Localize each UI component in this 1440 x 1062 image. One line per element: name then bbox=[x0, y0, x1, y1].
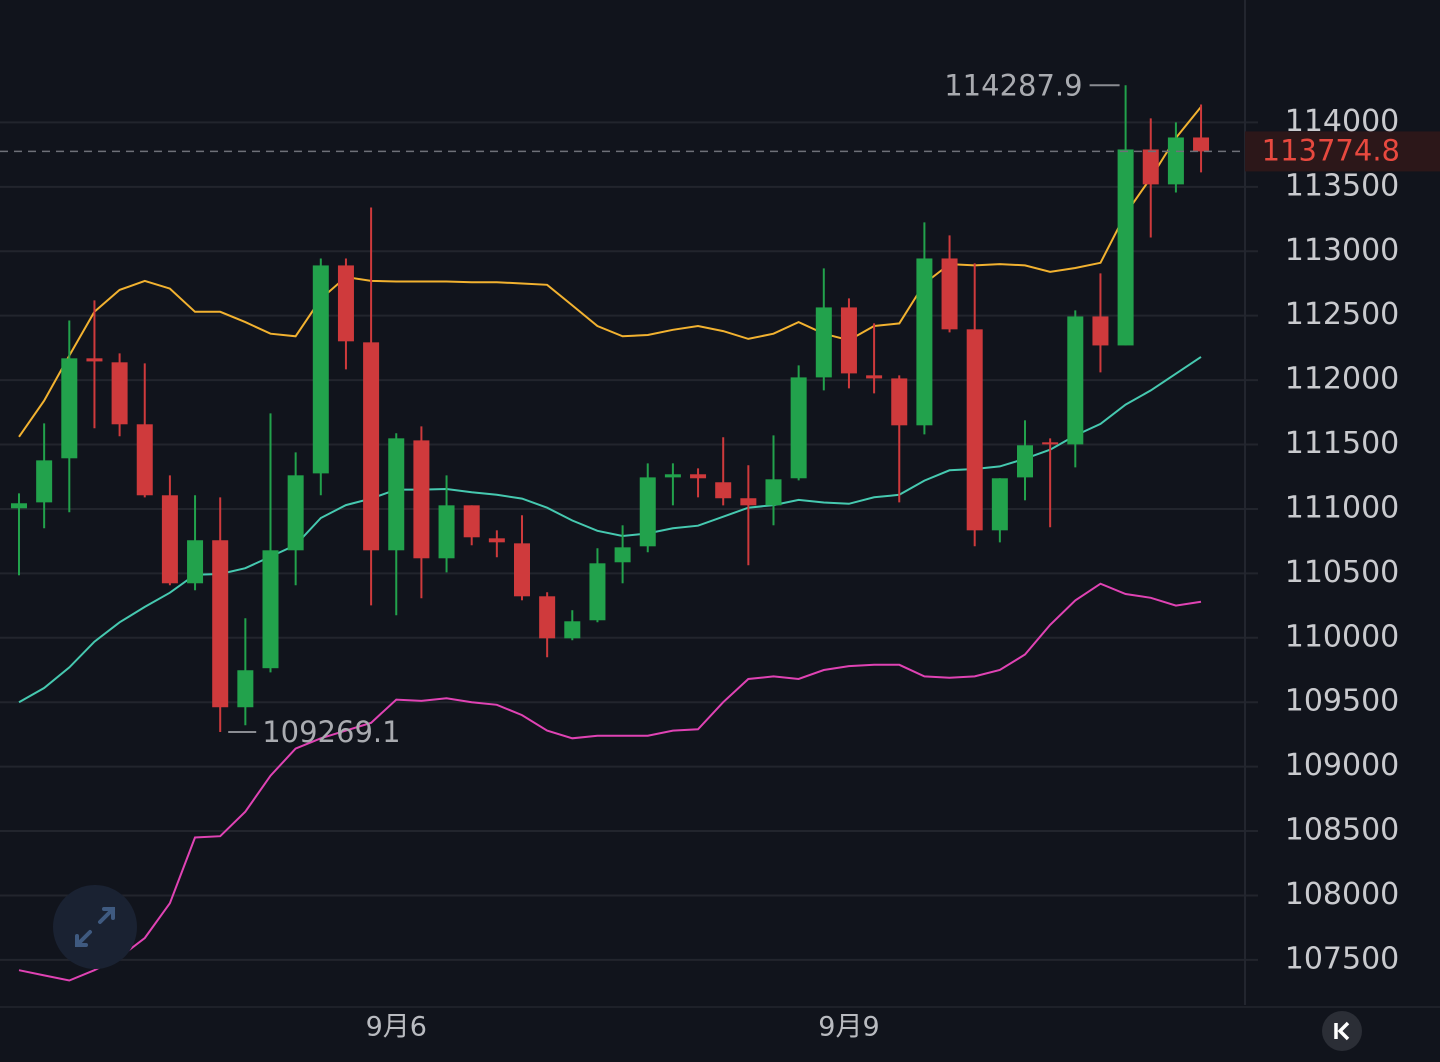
candle-body bbox=[664, 474, 681, 478]
x-tick-label: 9月9 bbox=[818, 1012, 879, 1043]
high-label: 114287.9 bbox=[944, 68, 1082, 102]
y-tick-label: 113000 bbox=[1285, 233, 1400, 268]
back-button[interactable] bbox=[1322, 1011, 1362, 1051]
y-tick-label: 110500 bbox=[1285, 555, 1400, 590]
y-tick-label: 112000 bbox=[1285, 362, 1400, 397]
candle-body bbox=[1167, 137, 1184, 185]
candle-body bbox=[61, 358, 78, 459]
candle-body bbox=[161, 495, 178, 584]
y-tick-label: 108000 bbox=[1285, 877, 1400, 912]
y-tick-label: 113500 bbox=[1285, 168, 1400, 203]
candle-body bbox=[11, 503, 27, 509]
candle-body bbox=[840, 307, 857, 374]
x-tick-label: 9月6 bbox=[366, 1012, 427, 1043]
grid bbox=[0, 121, 1258, 961]
candle-body bbox=[388, 438, 405, 551]
candle-body bbox=[790, 377, 807, 479]
y-tick-label: 108500 bbox=[1285, 813, 1400, 848]
candle-body bbox=[539, 596, 556, 639]
candle-body bbox=[488, 538, 505, 543]
candle-body bbox=[1017, 445, 1033, 478]
candle-body bbox=[690, 474, 707, 479]
expand-button[interactable] bbox=[53, 885, 137, 969]
candle-body bbox=[866, 375, 883, 379]
candle-body bbox=[1092, 316, 1109, 346]
candle-body bbox=[111, 362, 128, 425]
candle-body bbox=[36, 460, 53, 503]
candle-body bbox=[312, 265, 329, 474]
candle-body bbox=[212, 540, 229, 708]
candle-body bbox=[966, 329, 983, 531]
band-line bbox=[18, 106, 1202, 438]
candle-body bbox=[438, 505, 455, 559]
candle-body bbox=[1117, 149, 1134, 346]
candle-body bbox=[237, 670, 254, 708]
candles bbox=[11, 85, 1210, 732]
candle-body bbox=[463, 505, 480, 538]
candle-body bbox=[614, 547, 631, 563]
candle-body bbox=[891, 378, 908, 426]
candle-body bbox=[1067, 316, 1084, 445]
candle-body bbox=[815, 307, 832, 378]
candle-body bbox=[589, 563, 606, 621]
candle-body bbox=[740, 498, 757, 506]
y-tick-label: 112500 bbox=[1285, 297, 1400, 332]
back-icon bbox=[1334, 1021, 1350, 1041]
band-line bbox=[18, 356, 1202, 704]
y-tick-label: 109500 bbox=[1285, 684, 1400, 719]
candle-body bbox=[262, 550, 279, 669]
candle-body bbox=[363, 342, 380, 551]
candle-body bbox=[991, 478, 1008, 531]
candle-body bbox=[639, 477, 656, 547]
y-tick-label: 111500 bbox=[1285, 426, 1400, 461]
candle-body bbox=[413, 440, 430, 559]
candle-body bbox=[136, 424, 153, 496]
last-price-box bbox=[1245, 131, 1440, 172]
labels: 1140001135001130001125001120001115001110… bbox=[0, 68, 1440, 1043]
candle-body bbox=[941, 258, 958, 330]
candle-body bbox=[86, 358, 103, 362]
candle-body bbox=[187, 540, 204, 584]
candle-body bbox=[564, 621, 581, 639]
candle-body bbox=[765, 479, 782, 506]
last-price-label: 113774.8 bbox=[1262, 133, 1400, 167]
candle-body bbox=[514, 543, 530, 597]
y-tick-label: 109000 bbox=[1285, 748, 1400, 783]
candle-body bbox=[337, 265, 354, 342]
candle-body bbox=[916, 258, 933, 426]
candle-body bbox=[715, 482, 732, 499]
expand-icon bbox=[75, 907, 115, 947]
y-tick-label: 111000 bbox=[1285, 490, 1400, 525]
y-tick-label: 107500 bbox=[1285, 941, 1400, 976]
candle-body bbox=[287, 475, 304, 551]
candle-body bbox=[1193, 137, 1210, 152]
y-tick-label: 110000 bbox=[1285, 619, 1400, 654]
candle-body bbox=[1042, 442, 1059, 445]
low-label: 109269.1 bbox=[262, 715, 400, 749]
expand-button-bg[interactable] bbox=[53, 885, 137, 969]
band-line bbox=[18, 582, 1202, 982]
candle-body bbox=[1142, 149, 1159, 185]
